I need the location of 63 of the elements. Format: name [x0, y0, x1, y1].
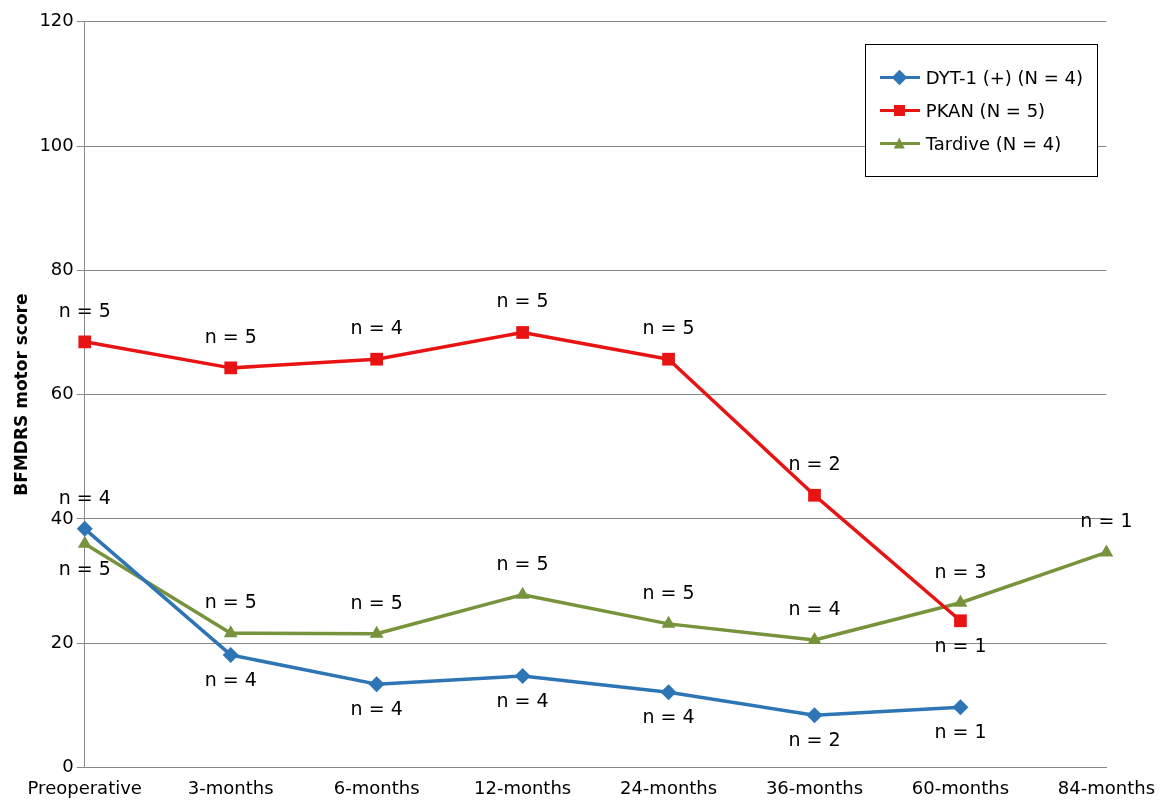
- point: [368, 676, 385, 693]
- point: [370, 352, 384, 366]
- annotation: n = 1: [934, 633, 987, 656]
- point: [223, 625, 238, 638]
- point: [514, 668, 531, 685]
- annotation: n = 5: [204, 324, 257, 347]
- point: [660, 684, 677, 701]
- x-tick-label: 24-months: [619, 776, 718, 798]
- annotation: n = 5: [204, 590, 257, 613]
- y-tick-label: 100: [39, 133, 74, 155]
- annotation: n = 1: [1080, 509, 1133, 532]
- y-tick-label: 0: [62, 755, 74, 777]
- x-tick-label: Preoperative: [27, 776, 142, 798]
- annotation: n = 4: [496, 689, 549, 711]
- legend-label: Tardive (N = 4): [925, 133, 1062, 154]
- point: [369, 625, 384, 638]
- annotation: n = 2: [788, 728, 841, 751]
- annotation: n = 5: [350, 590, 403, 613]
- annotation: n = 5: [642, 316, 695, 339]
- point: [953, 594, 968, 607]
- point: [76, 520, 93, 537]
- legend-label: DYT-1 (+) (N = 4): [925, 67, 1083, 88]
- point: [806, 707, 823, 724]
- point: [954, 614, 967, 628]
- annotation: n = 5: [496, 289, 549, 312]
- y-axis-title: BFMDRS motor score: [10, 293, 31, 496]
- y-tick-label: 120: [39, 9, 74, 31]
- annotation: n = 5: [496, 551, 549, 574]
- annotation: n = 3: [934, 559, 987, 582]
- point: [807, 632, 822, 645]
- annotation: n = 5: [58, 556, 111, 579]
- point: [808, 488, 821, 502]
- y-tick-label: 60: [50, 382, 74, 404]
- y-tick-label: 40: [50, 506, 74, 528]
- annotation: n = 2: [788, 452, 841, 475]
- x-tick-label: 12-months: [474, 776, 572, 798]
- point: [662, 352, 675, 366]
- point: [515, 586, 530, 599]
- point: [78, 335, 92, 349]
- point: [661, 615, 676, 628]
- y-tick-label: 80: [50, 258, 74, 280]
- annotation: n = 1: [934, 720, 987, 743]
- point: [952, 699, 969, 716]
- x-tick-label: 60-months: [911, 776, 1010, 798]
- annotation: n = 5: [642, 580, 695, 603]
- x-tick-label: 84-months: [1057, 776, 1155, 798]
- annotation: n = 4: [58, 485, 111, 508]
- annotation: n = 4: [642, 705, 695, 728]
- point: [1099, 544, 1114, 557]
- annotation: n = 5: [58, 298, 111, 321]
- point: [222, 646, 239, 663]
- point: [224, 361, 238, 375]
- y-tick-label: 20: [50, 630, 74, 652]
- annotation: n = 4: [350, 697, 403, 720]
- point: [516, 326, 529, 339]
- x-tick-label: 6-months: [333, 776, 420, 798]
- x-tick-label: 36-months: [765, 776, 864, 798]
- annotation: n = 4: [788, 596, 841, 619]
- point: [77, 535, 92, 548]
- annotation: n = 4: [350, 316, 403, 339]
- annotation: n = 4: [204, 667, 257, 690]
- legend-label: PKAN (N = 5): [925, 100, 1046, 121]
- x-tick-label: 3-months: [187, 776, 274, 798]
